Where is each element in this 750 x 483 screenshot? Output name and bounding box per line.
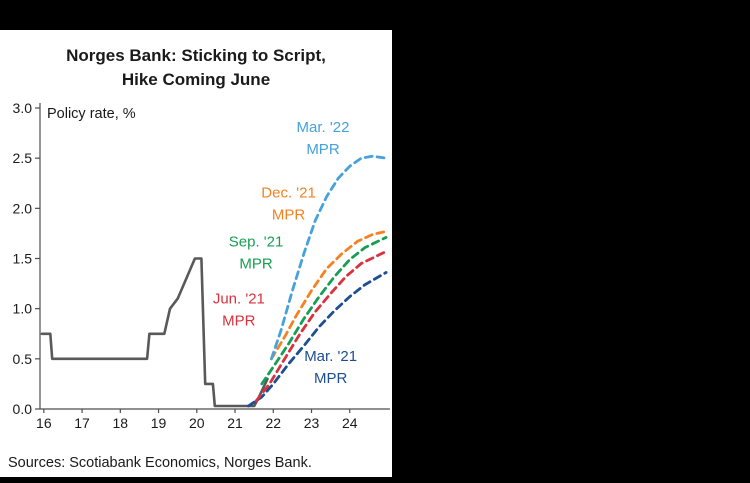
series-label-dec-21-mpr: Dec. '21 bbox=[261, 184, 316, 201]
series-label-sep-21-mpr: Sep. '21 bbox=[229, 233, 284, 250]
x-tick-label: 18 bbox=[113, 415, 129, 431]
y-tick-label: 2.5 bbox=[13, 150, 33, 166]
series-label-mar-21-mpr: MPR bbox=[314, 370, 348, 387]
policy-rate-caption: Policy rate, % bbox=[47, 106, 136, 122]
series-label-mar-22-mpr: MPR bbox=[306, 141, 340, 158]
y-tick-label: 1.0 bbox=[13, 301, 33, 317]
x-tick-label: 17 bbox=[74, 415, 90, 431]
chart-title-line2: Hike Coming June bbox=[121, 70, 271, 89]
x-tick-label: 20 bbox=[189, 415, 205, 431]
x-tick-label: 21 bbox=[227, 415, 243, 431]
y-tick-label: 0.0 bbox=[13, 401, 33, 417]
y-tick-label: 1.5 bbox=[13, 251, 33, 267]
x-tick-label: 19 bbox=[151, 415, 167, 431]
series-label-dec-21-mpr: MPR bbox=[272, 206, 306, 223]
series-line-mar-21-mpr bbox=[246, 271, 388, 408]
x-tick-label: 22 bbox=[265, 415, 281, 431]
chart-title: Norges Bank: Sticking to Script, Hike Co… bbox=[0, 30, 392, 92]
x-tick-label: 24 bbox=[342, 415, 358, 431]
x-tick-label: 23 bbox=[304, 415, 320, 431]
y-tick-label: 2.0 bbox=[13, 200, 33, 216]
y-tick-labels: 0.0 0.5 1.0 1.5 2.0 2.5 3.0 bbox=[13, 100, 40, 417]
x-tick-label: 16 bbox=[36, 415, 52, 431]
chart-card: Norges Bank: Sticking to Script, Hike Co… bbox=[0, 30, 392, 477]
series-label-mar-22-mpr: Mar. '22 bbox=[297, 119, 350, 136]
series-label-jun-21-mpr: Jun. '21 bbox=[213, 291, 265, 308]
series-label-mar-21-mpr: Mar. '21 bbox=[304, 348, 357, 365]
series-label-jun-21-mpr: MPR bbox=[222, 313, 256, 330]
series-line-mar-22-mpr bbox=[269, 154, 388, 361]
axes bbox=[39, 103, 390, 410]
series-line-dec-21-mpr bbox=[269, 229, 388, 361]
series-line-jun-21-mpr bbox=[254, 250, 388, 403]
series-line-policy-rate-actual bbox=[40, 257, 269, 408]
sources-note: Sources: Scotiabank Economics, Norges Ba… bbox=[8, 455, 312, 471]
y-tick-label: 0.5 bbox=[13, 351, 33, 367]
series-label-sep-21-mpr: MPR bbox=[239, 255, 273, 272]
policy-rate-chart: 0.0 0.5 1.0 1.5 2.0 2.5 3.0 16 17 18 19 20 21 22 23 24 P… bbox=[13, 100, 390, 431]
y-tick-label: 3.0 bbox=[13, 100, 33, 116]
chart-title-line1: Norges Bank: Sticking to Script, bbox=[66, 46, 326, 65]
x-tick-labels: 16 17 18 19 20 21 22 23 24 bbox=[36, 409, 358, 431]
series-line-sep-21-mpr bbox=[260, 235, 388, 386]
